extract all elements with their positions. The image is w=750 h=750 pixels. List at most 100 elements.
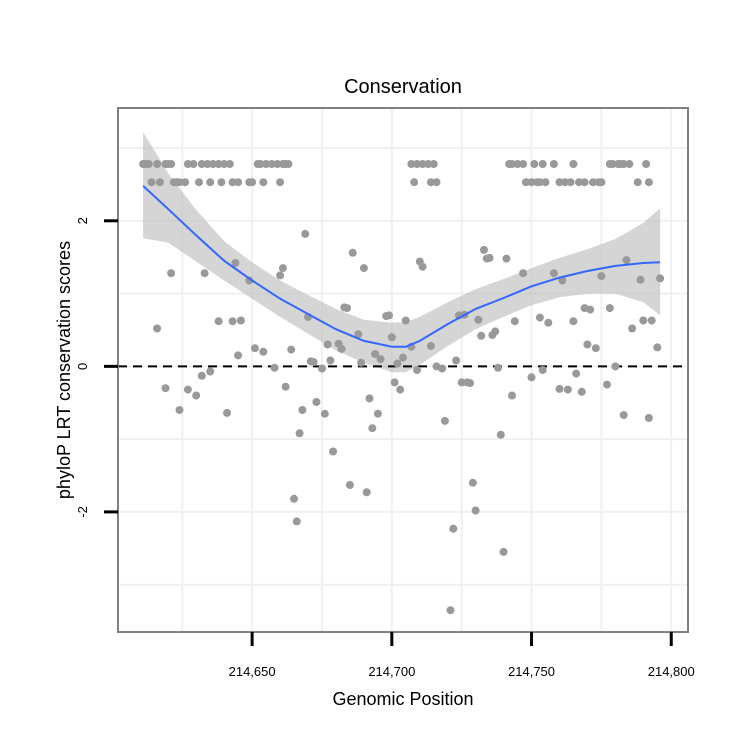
loess-smooth-line: [142, 185, 661, 348]
data-point: [636, 275, 645, 284]
data-point: [449, 524, 458, 533]
y-tick-label: -2: [75, 506, 90, 518]
data-point: [245, 276, 254, 285]
plot-border: [117, 107, 689, 633]
data-point: [175, 178, 184, 187]
data-point: [499, 547, 508, 556]
data-point: [161, 384, 170, 393]
data-point: [220, 160, 229, 168]
data-point: [284, 160, 293, 168]
y-axis-label: phyloP LRT conservation scores: [54, 241, 74, 499]
data-point: [376, 355, 385, 364]
data-point: [206, 367, 215, 376]
data-point: [549, 160, 558, 168]
data-point: [407, 160, 416, 168]
data-point: [153, 324, 162, 333]
data-point: [385, 311, 393, 320]
data-point: [586, 305, 595, 314]
data-point: [155, 178, 164, 187]
data-point: [496, 430, 505, 439]
data-point: [329, 447, 338, 456]
data-point: [248, 178, 257, 187]
data-point: [273, 160, 282, 168]
data-point: [259, 178, 268, 187]
data-point: [432, 178, 441, 187]
data-point: [362, 488, 371, 497]
data-point: [608, 160, 617, 168]
data-point: [410, 178, 419, 187]
data-point: [301, 229, 310, 238]
data-point: [259, 347, 268, 356]
data-point: [236, 316, 245, 325]
x-tick-label: 214,750: [508, 664, 555, 679]
data-point: [228, 317, 237, 326]
data-point: [611, 362, 620, 371]
data-point: [312, 398, 321, 406]
data-point: [502, 254, 511, 263]
data-point: [276, 178, 285, 187]
data-point: [287, 345, 296, 354]
data-point: [519, 160, 528, 168]
data-point: [418, 160, 427, 168]
data-point: [535, 178, 544, 187]
data-point: [569, 317, 578, 326]
x-tick-label: 214,700: [368, 664, 415, 679]
data-point: [298, 406, 307, 414]
data-point: [175, 406, 184, 414]
data-point: [589, 178, 597, 187]
data-point: [320, 409, 329, 418]
data-point: [292, 517, 301, 526]
y-axis: -2 0 2: [75, 217, 118, 518]
data-point: [555, 178, 564, 187]
gridlines: [118, 108, 688, 632]
data-point: [619, 160, 628, 168]
data-point: [371, 350, 380, 358]
data-point: [642, 160, 651, 168]
data-point: [605, 304, 614, 313]
data-point: [167, 160, 176, 168]
data-point: [183, 385, 192, 394]
data-point: [396, 385, 405, 394]
data-point: [413, 160, 421, 168]
data-point: [426, 178, 435, 187]
data-point: [538, 366, 547, 374]
data-point: [575, 178, 583, 187]
data-point: [209, 160, 217, 168]
data-point: [508, 391, 516, 400]
data-point: [429, 160, 438, 168]
data-point: [597, 272, 606, 281]
data-point: [440, 416, 449, 425]
data-point: [474, 315, 483, 324]
data-point: [566, 178, 575, 187]
data-point: [225, 160, 234, 168]
data-point: [343, 304, 352, 313]
data-point: [653, 343, 662, 352]
data-point: [337, 344, 346, 353]
data-point: [457, 378, 466, 387]
x-tick-label: 214,650: [229, 664, 276, 679]
data-point: [577, 387, 586, 396]
chart-title: Conservation: [344, 76, 462, 98]
data-point: [521, 178, 530, 187]
data-point: [513, 160, 522, 168]
data-point: [644, 414, 653, 422]
data-point: [424, 160, 433, 168]
data-point: [508, 160, 516, 168]
data-point: [426, 342, 435, 350]
data-point: [583, 340, 592, 349]
data-point: [628, 324, 637, 333]
x-axis: 214,650 214,700 214,750 214,800: [229, 632, 695, 679]
data-point: [625, 160, 634, 168]
data-point: [203, 160, 212, 168]
data-point: [413, 366, 421, 374]
data-point: [541, 178, 550, 187]
data-point: [647, 316, 656, 325]
data-point: [234, 351, 243, 360]
data-point: [323, 340, 332, 349]
data-point: [354, 330, 363, 339]
data-point: [223, 408, 231, 417]
data-point: [278, 264, 287, 273]
data-point: [538, 160, 547, 168]
data-point: [214, 160, 223, 168]
